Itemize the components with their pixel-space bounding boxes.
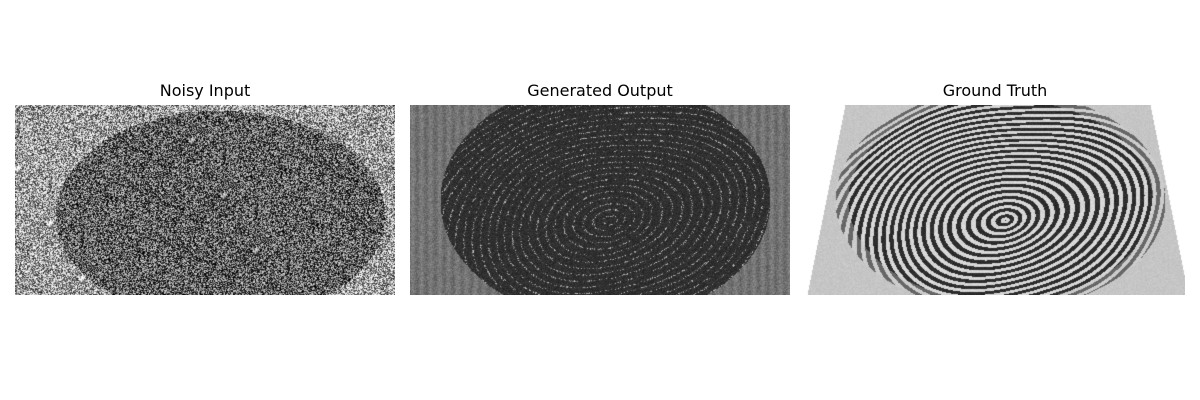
generated-output-title: Generated Output [527, 81, 673, 100]
ground-truth-title: Ground Truth [942, 81, 1048, 100]
ground-truth-panel: Ground Truth [805, 78, 1185, 298]
ground-truth-fingerprint-image [805, 105, 1185, 295]
noisy-input-title: Noisy Input [159, 81, 251, 100]
generated-output-panel: Generated Output [410, 78, 790, 298]
noisy-fingerprint-image [15, 105, 395, 295]
generated-fingerprint-image [410, 105, 790, 295]
noisy-input-panel: Noisy Input [15, 78, 395, 298]
